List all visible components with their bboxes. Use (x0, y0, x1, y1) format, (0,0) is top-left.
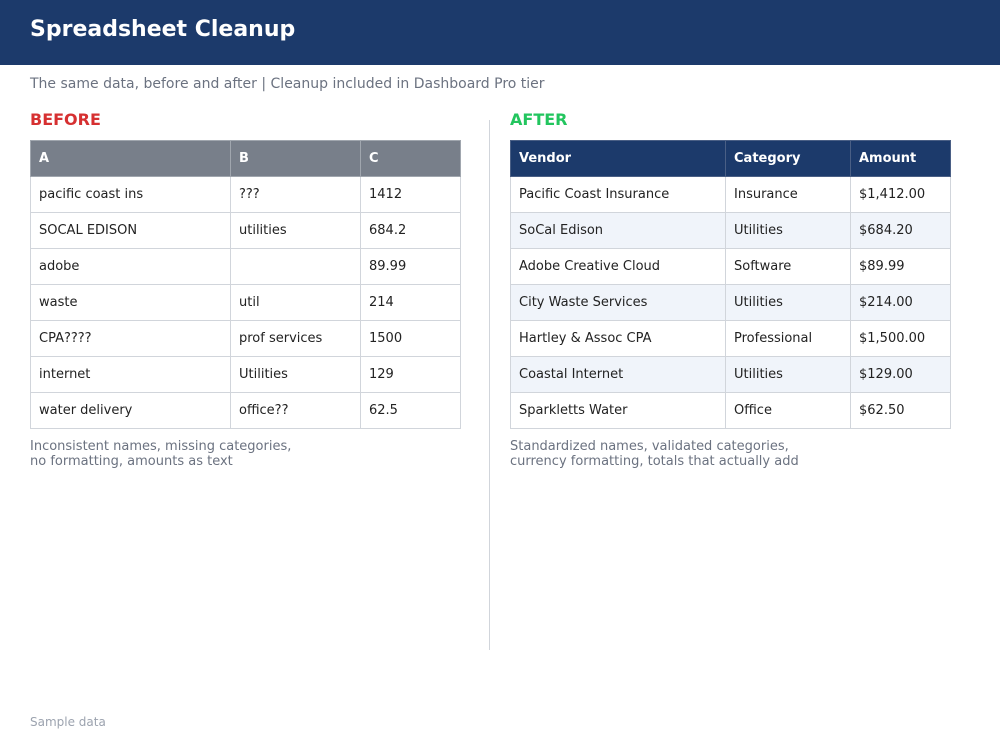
table-cell[interactable]: Coastal Internet (510, 356, 726, 393)
table-row: Coastal Internet Utilities $129.00 (510, 356, 951, 393)
before-caption-line: Inconsistent names, missing categories, (30, 439, 292, 454)
table-cell[interactable]: 1500 (360, 320, 461, 357)
table-cell[interactable]: Utilities (725, 212, 851, 249)
table-cell[interactable]: $62.50 (850, 392, 951, 429)
table-cell[interactable]: pacific coast ins (30, 176, 231, 213)
table-cell[interactable]: $214.00 (850, 284, 951, 321)
table-row: Pacific Coast Insurance Insurance $1,412… (510, 176, 951, 213)
page-subtitle: The same data, before and after | Cleanu… (30, 76, 545, 92)
table-row: SoCal Edison Utilities $684.20 (510, 212, 951, 249)
table-cell[interactable]: 1412 (360, 176, 461, 213)
before-label: BEFORE (30, 110, 101, 129)
table-row: CPA???? prof services 1500 (30, 320, 461, 357)
table-cell[interactable]: 214 (360, 284, 461, 321)
after-caption: Standardized names, validated categories… (510, 439, 799, 469)
after-caption-line: currency formatting, totals that actuall… (510, 454, 799, 469)
table-row: pacific coast ins ??? 1412 (30, 176, 461, 213)
after-column-header[interactable]: Category (725, 140, 851, 177)
table-cell[interactable]: City Waste Services (510, 284, 726, 321)
table-cell[interactable]: SOCAL EDISON (30, 212, 231, 249)
table-row: City Waste Services Utilities $214.00 (510, 284, 951, 321)
table-cell[interactable]: $684.20 (850, 212, 951, 249)
table-cell[interactable]: Adobe Creative Cloud (510, 248, 726, 285)
table-cell[interactable]: 89.99 (360, 248, 461, 285)
table-cell[interactable]: water delivery (30, 392, 231, 429)
table-row: adobe 89.99 (30, 248, 461, 285)
table-cell[interactable]: $89.99 (850, 248, 951, 285)
before-header-row: A B C (30, 140, 461, 177)
table-cell[interactable]: $1,500.00 (850, 320, 951, 357)
table-cell[interactable]: Utilities (725, 284, 851, 321)
after-table: Vendor Category Amount Pacific Coast Ins… (510, 140, 951, 429)
table-cell[interactable]: adobe (30, 248, 231, 285)
table-cell[interactable]: $129.00 (850, 356, 951, 393)
table-cell[interactable] (230, 248, 361, 285)
table-cell[interactable]: Hartley & Assoc CPA (510, 320, 726, 357)
after-header-row: Vendor Category Amount (510, 140, 951, 177)
table-row: Sparkletts Water Office $62.50 (510, 392, 951, 429)
before-caption-line: no formatting, amounts as text (30, 454, 233, 469)
table-cell[interactable]: ??? (230, 176, 361, 213)
before-table: A B C pacific coast ins ??? 1412 SOCAL E… (30, 140, 461, 429)
header-bar: Spreadsheet Cleanup (0, 0, 1000, 65)
after-column-header[interactable]: Vendor (510, 140, 726, 177)
table-cell[interactable]: Insurance (725, 176, 851, 213)
table-cell[interactable]: Professional (725, 320, 851, 357)
table-cell[interactable]: Utilities (230, 356, 361, 393)
table-cell[interactable]: SoCal Edison (510, 212, 726, 249)
before-column-header[interactable]: C (360, 140, 461, 177)
table-row: water delivery office?? 62.5 (30, 392, 461, 429)
table-cell[interactable]: 62.5 (360, 392, 461, 429)
table-cell[interactable]: Sparkletts Water (510, 392, 726, 429)
after-label: AFTER (510, 110, 568, 129)
table-cell[interactable]: CPA???? (30, 320, 231, 357)
table-cell[interactable]: Software (725, 248, 851, 285)
footer-note: Sample data (30, 715, 106, 729)
table-cell[interactable]: office?? (230, 392, 361, 429)
table-cell[interactable]: waste (30, 284, 231, 321)
table-cell[interactable]: Office (725, 392, 851, 429)
after-caption-line: Standardized names, validated categories… (510, 439, 789, 454)
table-row: internet Utilities 129 (30, 356, 461, 393)
table-row: SOCAL EDISON utilities 684.2 (30, 212, 461, 249)
before-caption: Inconsistent names, missing categories, … (30, 439, 291, 469)
table-cell[interactable]: 684.2 (360, 212, 461, 249)
before-column-header[interactable]: A (30, 140, 231, 177)
table-cell[interactable]: prof services (230, 320, 361, 357)
before-column-header[interactable]: B (230, 140, 361, 177)
table-row: Hartley & Assoc CPA Professional $1,500.… (510, 320, 951, 357)
after-column-header[interactable]: Amount (850, 140, 951, 177)
section-divider (489, 120, 490, 650)
table-cell[interactable]: $1,412.00 (850, 176, 951, 213)
table-cell[interactable]: Utilities (725, 356, 851, 393)
table-cell[interactable]: util (230, 284, 361, 321)
table-cell[interactable]: Pacific Coast Insurance (510, 176, 726, 213)
page-title: Spreadsheet Cleanup (30, 17, 296, 42)
table-row: waste util 214 (30, 284, 461, 321)
table-cell[interactable]: 129 (360, 356, 461, 393)
table-cell[interactable]: utilities (230, 212, 361, 249)
table-cell[interactable]: internet (30, 356, 231, 393)
table-row: Adobe Creative Cloud Software $89.99 (510, 248, 951, 285)
